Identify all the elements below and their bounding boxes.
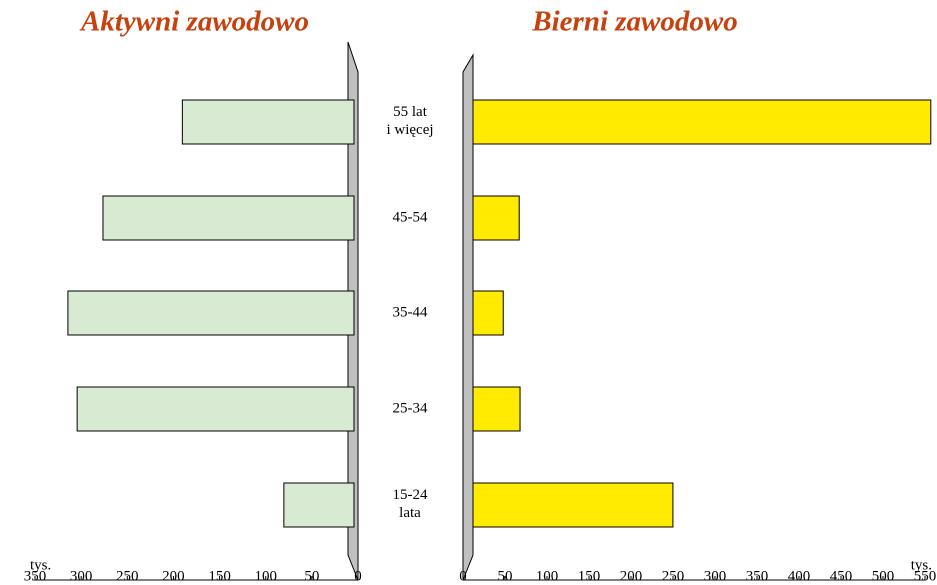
chart-title: Aktywni zawodowo bbox=[79, 6, 309, 38]
x-tick-label: 350 bbox=[746, 568, 769, 584]
x-tick-label: 400 bbox=[788, 568, 811, 584]
x-tick-label: 150 bbox=[208, 568, 231, 584]
x-tick-label: 200 bbox=[620, 568, 643, 584]
right-wall bbox=[462, 53, 474, 581]
category-label: 35-44 bbox=[393, 304, 428, 320]
axis-unit: tys. bbox=[911, 557, 932, 573]
x-tick-label: 50 bbox=[498, 568, 513, 584]
x-tick-label: 0 bbox=[354, 568, 362, 584]
chart-title: Bierni zawodowo bbox=[531, 6, 737, 38]
bar bbox=[67, 290, 355, 336]
x-tick-label: 150 bbox=[578, 568, 601, 584]
category-label: 15-24 lata bbox=[393, 487, 428, 521]
x-tick-label: 50 bbox=[304, 568, 319, 584]
x-tick-label: 550 bbox=[914, 568, 937, 584]
bar bbox=[472, 290, 504, 336]
x-tick-label: 0 bbox=[459, 568, 467, 584]
bar bbox=[181, 99, 355, 145]
bar bbox=[283, 482, 355, 528]
x-tick-label: 350 bbox=[24, 568, 47, 584]
bar bbox=[472, 386, 521, 432]
category-label: 25-34 bbox=[393, 400, 428, 416]
category-label: 45-54 bbox=[393, 209, 428, 225]
bar bbox=[102, 195, 355, 241]
x-tick-label: 300 bbox=[704, 568, 727, 584]
x-tick-label: 100 bbox=[536, 568, 559, 584]
x-tick-label: 200 bbox=[162, 568, 185, 584]
bar bbox=[472, 99, 932, 145]
category-label: 55 lat i więcej bbox=[386, 104, 433, 138]
x-tick-label: 250 bbox=[116, 568, 139, 584]
x-tick-label: 250 bbox=[662, 568, 685, 584]
x-tick-label: 100 bbox=[254, 568, 277, 584]
bar bbox=[76, 386, 355, 432]
x-tick-label: 450 bbox=[830, 568, 853, 584]
axis-unit: tys. bbox=[30, 557, 51, 573]
bar bbox=[472, 482, 674, 528]
bar bbox=[472, 195, 520, 241]
x-tick-label: 300 bbox=[70, 568, 93, 584]
x-tick-label: 500 bbox=[872, 568, 895, 584]
